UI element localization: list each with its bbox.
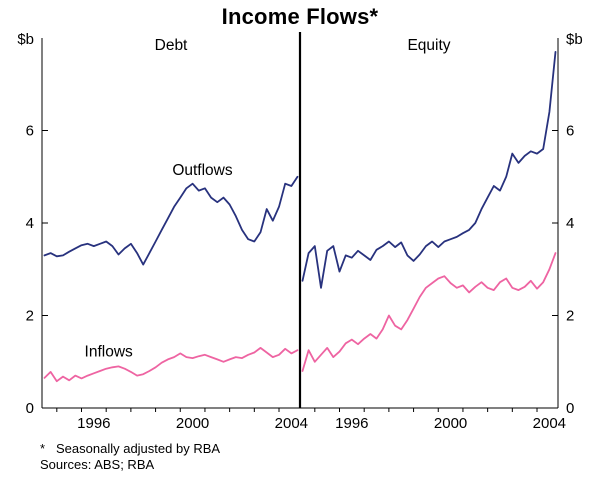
inflows-line-debt bbox=[43, 346, 299, 383]
y-tick-label-left: 4 bbox=[26, 215, 34, 232]
series-label-inflows: Inflows bbox=[85, 344, 133, 361]
y-tick-label-right: 6 bbox=[566, 123, 574, 140]
footnote-line: * Seasonally adjusted by RBA bbox=[40, 441, 220, 457]
footnotes: * Seasonally adjusted by RBA Sources: ABS… bbox=[40, 441, 220, 473]
y-tick-label-left: 2 bbox=[26, 308, 34, 325]
panel-label-equity: Equity bbox=[407, 37, 450, 54]
x-tick-label: 2004 bbox=[275, 415, 308, 432]
x-tick-label: 1996 bbox=[77, 415, 110, 432]
y-tick-label-right: 2 bbox=[566, 308, 574, 325]
y-tick-label-left: 0 bbox=[26, 400, 34, 417]
y-tick-label-right: 4 bbox=[566, 215, 574, 232]
outflows-line-debt bbox=[43, 175, 299, 266]
sources-text: Sources: ABS; RBA bbox=[40, 457, 155, 472]
x-tick-label: 2000 bbox=[434, 415, 467, 432]
panel-label-debt: Debt bbox=[155, 37, 188, 54]
chart-title: Income Flows* bbox=[221, 4, 379, 29]
footnote-marker: * bbox=[40, 441, 46, 456]
x-tick-label: 2004 bbox=[533, 415, 566, 432]
unit-label-right: $b bbox=[566, 31, 583, 48]
inflows-line-equity bbox=[301, 252, 557, 372]
x-tick-label: 2000 bbox=[176, 415, 209, 432]
y-tick-label-left: 6 bbox=[26, 123, 34, 140]
unit-label-left: $b bbox=[17, 31, 34, 48]
series-label-outflows: Outflows bbox=[172, 162, 233, 179]
outflows-line-equity bbox=[301, 51, 557, 289]
footnote-text: Seasonally adjusted by RBA bbox=[56, 441, 221, 456]
x-tick-label: 1996 bbox=[335, 415, 368, 432]
y-tick-label-right: 0 bbox=[566, 400, 574, 417]
